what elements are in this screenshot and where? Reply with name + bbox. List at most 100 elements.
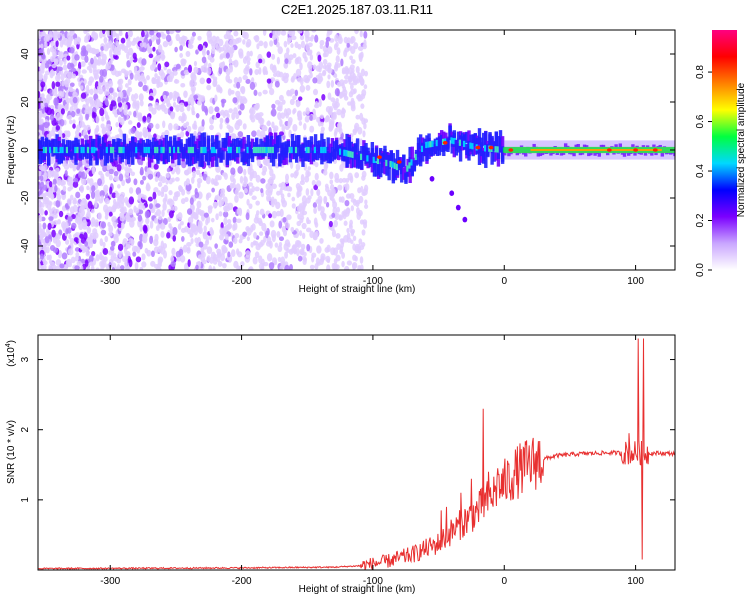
spectrogram-noise-cell <box>230 167 236 176</box>
spectrogram-noise-cell <box>183 69 190 76</box>
spectrogram-ridge-cell <box>444 132 448 143</box>
spectrogram-noise-cell <box>278 71 284 78</box>
spectrogram-noise-cell <box>309 125 315 133</box>
spectrogram-noise-cell <box>305 227 312 233</box>
spectrogram-x-axis-label: Height of straight line (km) <box>299 284 416 295</box>
spectrogram-noise-cell <box>307 219 311 225</box>
spectrogram-core-cell <box>143 146 148 154</box>
spectrogram-noise-cell <box>142 130 148 138</box>
spectrogram-noise-cell <box>176 256 182 262</box>
spectrogram-noise-cell <box>311 179 316 186</box>
spectrogram-noise-cell <box>334 34 339 43</box>
spectrogram-noise-cell <box>211 187 215 193</box>
spectrogram-noise-cell <box>154 102 160 110</box>
spectrogram-noise-cell <box>355 114 360 120</box>
snr-y-tick-label: 3 <box>20 356 31 362</box>
spectrogram-noise-cell <box>45 246 50 254</box>
spectrogram-ridge-cell <box>61 149 66 161</box>
spectrogram-noise-cell <box>222 263 227 269</box>
spectrogram-ridge-cell <box>217 140 221 150</box>
spectrogram-noise-cell <box>230 249 236 258</box>
spectrogram-noise-cell <box>147 134 154 140</box>
spectrogram-noise-cell <box>229 46 235 54</box>
spectrogram-ridge-cell <box>477 128 482 145</box>
spectrogram-noise-cell <box>57 218 61 225</box>
spectrogram-noise-cell <box>350 82 354 91</box>
spectrogram-noise-cell <box>125 200 129 206</box>
spectrogram-noise-cell <box>92 238 97 245</box>
spectrogram-y-tick-label: 20 <box>20 96 31 108</box>
spectrogram-noise-cell <box>225 52 230 59</box>
spectrogram-noise-cell <box>150 260 156 267</box>
snr-x-tick-label: -100 <box>363 576 383 587</box>
spectrogram-ridge-cell <box>278 153 282 167</box>
colorbar-gradient <box>712 30 737 270</box>
spectrogram-noise-cell <box>340 58 344 67</box>
spectrogram-noise-cell <box>81 69 87 74</box>
spectrogram-noise-cell <box>54 208 60 214</box>
spectrogram-noise-cell <box>258 40 264 47</box>
spectrogram-noise-cell <box>67 37 72 46</box>
spectrogram-noise-cell <box>43 171 48 181</box>
spectrogram-noise-cell <box>227 218 232 225</box>
spectrogram-ridge-cell <box>158 144 162 155</box>
spectrogram-ridge-cell <box>194 152 198 164</box>
spectrogram-noise-cell <box>227 251 231 258</box>
spectrogram-noise-cell <box>312 88 319 96</box>
spectrogram-noise-cell <box>154 176 159 183</box>
spectrogram-noise-cell <box>220 198 225 206</box>
spectrogram-noise-cell <box>84 163 91 169</box>
spectrogram-ridge-cell <box>70 151 74 160</box>
spectrogram-noise-cell <box>120 68 127 74</box>
spectrogram-noise-cell <box>207 206 213 214</box>
spectrogram-noise-cell <box>320 121 324 127</box>
spectrogram-noise-cell <box>242 74 248 81</box>
spectrogram-noise-cell <box>64 203 69 209</box>
spectrogram-noise-cell <box>308 36 312 42</box>
spectrogram-noise-cell <box>174 177 180 182</box>
spectrogram-noise-cell <box>266 51 272 58</box>
spectrogram-noise-cell <box>325 40 330 48</box>
spectrogram-noise-cell <box>336 88 340 97</box>
spectrogram-noise-cell <box>346 260 353 266</box>
spectrogram-ridge-cell <box>337 146 341 156</box>
spectrogram-core-cell <box>347 150 352 157</box>
spectrogram-ridge-cell <box>269 135 274 150</box>
spectrogram-noise-cell <box>300 173 305 183</box>
spectrogram-noise-cell <box>84 55 89 63</box>
spectrogram-noise-cell <box>331 262 336 270</box>
spectrogram-noise-cell <box>54 184 58 192</box>
spectrogram-ridge-cell <box>294 150 299 163</box>
spectrogram-noise-cell <box>109 186 113 195</box>
spectrogram-noise-cell <box>312 202 317 209</box>
spectrogram-noise-cell <box>179 107 185 113</box>
spectrogram-noise-cell <box>338 33 342 41</box>
spectrogram-noise-cell <box>247 267 253 270</box>
spectrogram-noise-cell <box>114 55 119 60</box>
spectrogram-noise-cell <box>138 81 143 88</box>
spectrogram-noise-cell <box>165 179 169 185</box>
spectrogram-noise-cell <box>72 123 76 129</box>
spectrogram-noise-cell <box>69 119 73 125</box>
spectrogram-noise-cell <box>85 193 91 200</box>
spectrogram-noise-cell <box>326 80 331 89</box>
spectrogram-noise-cell <box>195 264 199 270</box>
spectrogram-ridge-cell <box>80 138 85 148</box>
spectrogram-x-tick-label: 0 <box>501 276 507 287</box>
spectrogram-core-cell <box>160 146 164 154</box>
spectrogram-noise-cell <box>212 201 219 207</box>
spectrogram-noise-cell <box>312 64 317 70</box>
spectrogram-ridge-cell <box>370 156 375 173</box>
spectrogram-noise-cell <box>360 103 365 109</box>
spectrogram-noise-cell <box>237 76 243 84</box>
spectrogram-ridge-cell <box>252 142 257 152</box>
spectrogram-noise-cell <box>206 77 212 84</box>
spectrogram-noise-cell <box>63 37 69 46</box>
spectrogram-noise-cell <box>113 221 117 229</box>
spectrogram-noise-cell <box>259 208 265 216</box>
spectrogram-noise-cell <box>108 174 113 181</box>
spectrogram-core-cell <box>391 161 396 168</box>
spectrogram-noise-cell <box>52 247 59 254</box>
spectrogram-ridge-cell <box>366 147 370 160</box>
spectrogram-noise-cell <box>185 50 191 57</box>
